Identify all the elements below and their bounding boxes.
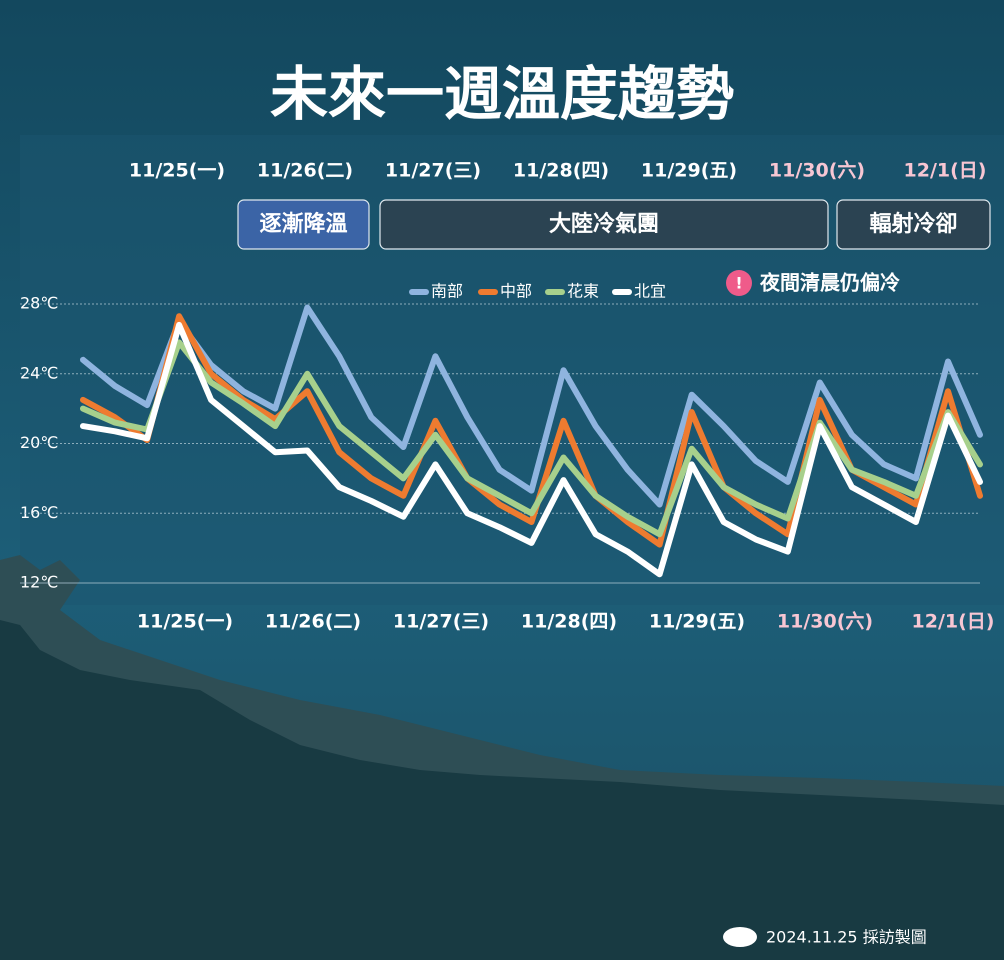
phase-label: 大陸冷氣團 (549, 211, 659, 237)
phase-box (237, 199, 370, 250)
y-tick-label: 16℃ (20, 503, 58, 522)
date-label-top: 11/28(四) (513, 160, 609, 182)
date-label-top: 11/30(六) (769, 159, 865, 182)
phase-label: 逐漸降溫 (259, 212, 347, 237)
title: 未來一週溫度趨勢 (270, 60, 734, 128)
series-line (80, 321, 983, 578)
x-tick-label: 12/1(日) (912, 611, 995, 633)
y-tick-label: 24℃ (20, 363, 58, 382)
note-icon (726, 270, 752, 296)
x-tick-label: 11/25(一) (137, 611, 233, 633)
footer: 2024.11.25 採訪製圖 (766, 928, 927, 947)
hill-front (0, 620, 1004, 960)
phase-label: 輻射冷卻 (869, 211, 957, 237)
date-label-top: 11/29(五) (641, 160, 737, 182)
legend-label: 南部 (431, 282, 463, 301)
date-label-top: 11/27(三) (385, 160, 481, 182)
legend-label: 中部 (500, 282, 532, 301)
x-tick-label: 11/30(六) (777, 610, 873, 633)
plot: 12℃ 16℃ 20℃ 24℃ 28℃ 11/25(一) 11/25(一) 11/26(二) 1… (20, 159, 994, 633)
legend-label: 花東 (567, 282, 599, 301)
x-tick-label: 11/26(二) (265, 611, 361, 633)
note: 夜間清晨仍偏冷 (759, 271, 900, 295)
phase-box (836, 199, 991, 250)
note-icon-mark: ! (735, 274, 742, 293)
x-tick-label: 11/29(五) (649, 611, 745, 633)
x-tick-label: 11/27(三) (393, 611, 489, 633)
date-label-top: 11/25(一) (129, 160, 225, 182)
series-line (80, 304, 983, 508)
x-tick-label: 11/28(四) (521, 611, 617, 633)
y-tick-label: 12℃ (20, 573, 58, 592)
y-tick-label: 28℃ (20, 294, 58, 313)
date-label-top: 12/1(日) (904, 160, 987, 182)
logo (723, 927, 757, 947)
legend-label: 北宜 (634, 282, 666, 301)
series-line (80, 339, 983, 538)
date-label-top: 11/26(二) (257, 160, 353, 182)
phase-box (379, 199, 829, 250)
y-tick-label: 20℃ (20, 433, 58, 452)
series-line (80, 313, 983, 548)
